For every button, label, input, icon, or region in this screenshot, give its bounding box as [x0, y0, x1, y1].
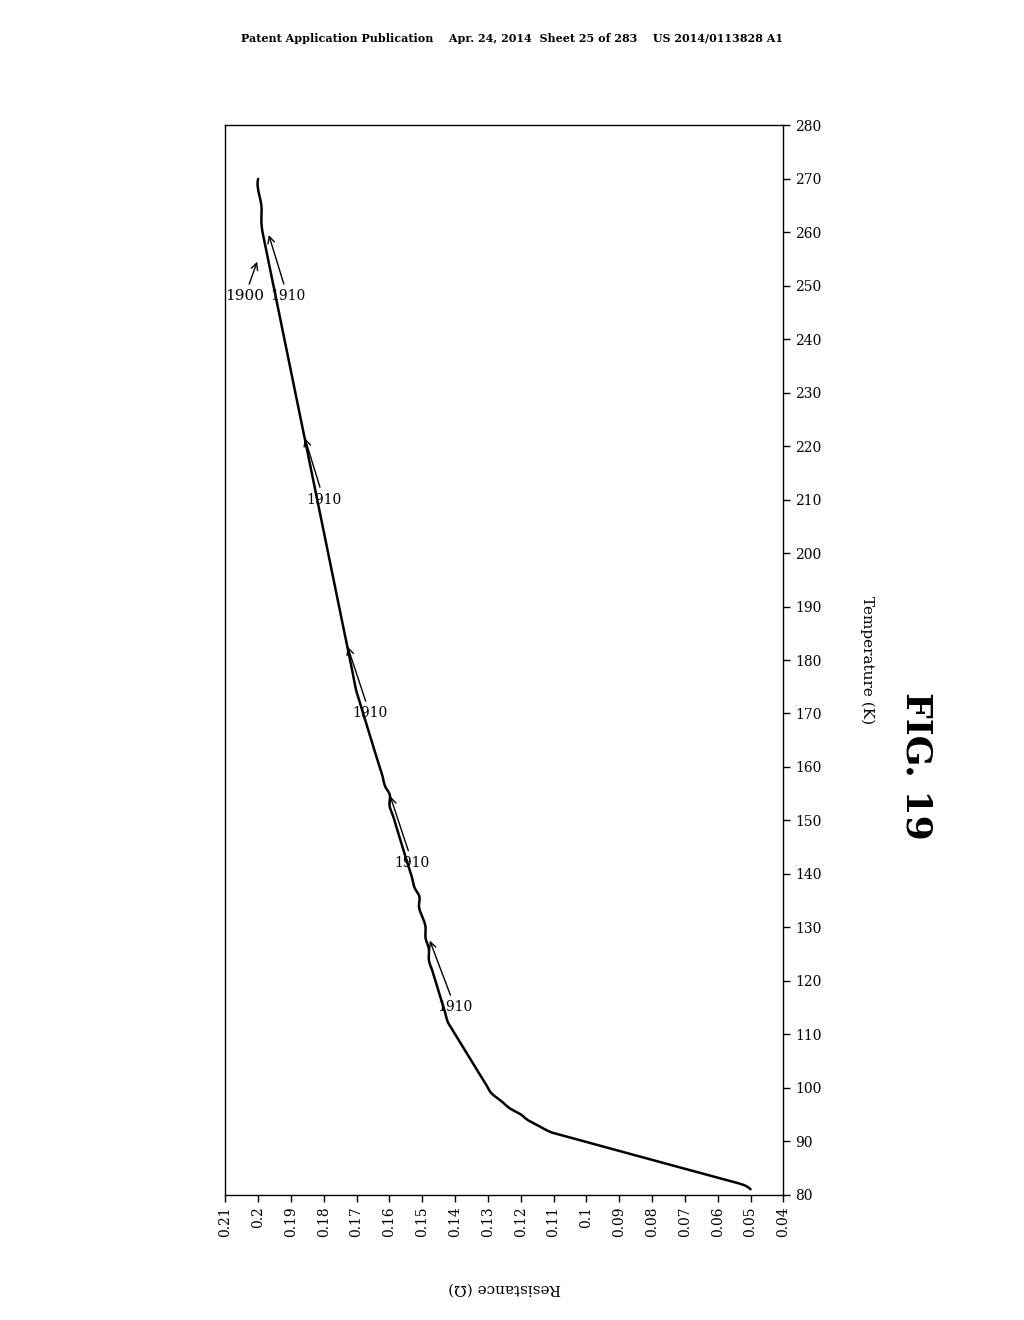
Text: Patent Application Publication    Apr. 24, 2014  Sheet 25 of 283    US 2014/0113: Patent Application Publication Apr. 24, … — [241, 33, 783, 44]
Text: 1910: 1910 — [430, 942, 473, 1015]
Text: 1910: 1910 — [268, 236, 305, 304]
Text: 1910: 1910 — [347, 648, 387, 721]
X-axis label: Resistance (Ω): Resistance (Ω) — [447, 1282, 561, 1296]
Text: FIG. 19: FIG. 19 — [899, 692, 934, 840]
Text: 1910: 1910 — [304, 440, 341, 507]
Text: 1910: 1910 — [390, 797, 430, 870]
Text: 1900: 1900 — [225, 263, 264, 304]
Y-axis label: Temperature (K): Temperature (K) — [860, 595, 874, 725]
